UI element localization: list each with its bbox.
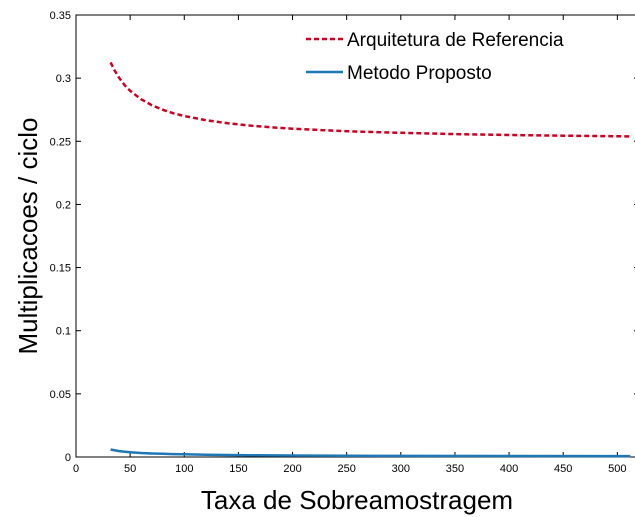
- y-tick-label: 0.3: [56, 73, 71, 85]
- x-tick-label: 300: [392, 463, 410, 475]
- x-tick-label: 0: [73, 463, 79, 475]
- y-axis-title: Multiplicacoes / ciclo: [13, 118, 43, 355]
- y-tick-label: 0.25: [50, 136, 71, 148]
- y-tick-label: 0.1: [56, 326, 71, 338]
- legend: Arquitetura de Referencia Metodo Proposto: [306, 30, 564, 84]
- x-tick-label: 400: [500, 463, 518, 475]
- y-tick-label: 0.2: [56, 199, 71, 211]
- y-tick-label: 0.35: [50, 10, 71, 22]
- series-line-2: [110, 448, 631, 458]
- y-tick-label: 0: [65, 452, 71, 464]
- plot-area: [75, 14, 635, 458]
- x-tick-label: 450: [554, 463, 572, 475]
- x-tick-label: 50: [124, 463, 136, 475]
- series-line-1: [109, 61, 631, 138]
- y-tick-label: 0.05: [50, 389, 71, 401]
- x-axis-title: Taxa de Sobreamostragem: [201, 485, 513, 515]
- x-tick-label: 200: [283, 463, 301, 475]
- x-tick-label: 500: [608, 463, 626, 475]
- x-tick-label: 150: [229, 463, 247, 475]
- y-tick-label: 0.15: [50, 263, 71, 275]
- legend-label-1: Arquitetura de Referencia: [347, 30, 564, 51]
- series-layer: [109, 61, 631, 458]
- axis-ticks: 0 50 100 150 200 250 300 350 400 450 500 0 0.05 0.1 0.…: [50, 10, 635, 475]
- x-tick-label: 250: [337, 463, 355, 475]
- legend-label-2: Metodo Proposto: [347, 63, 492, 84]
- x-tick-label: 100: [175, 463, 193, 475]
- x-tick-label: 350: [446, 463, 464, 475]
